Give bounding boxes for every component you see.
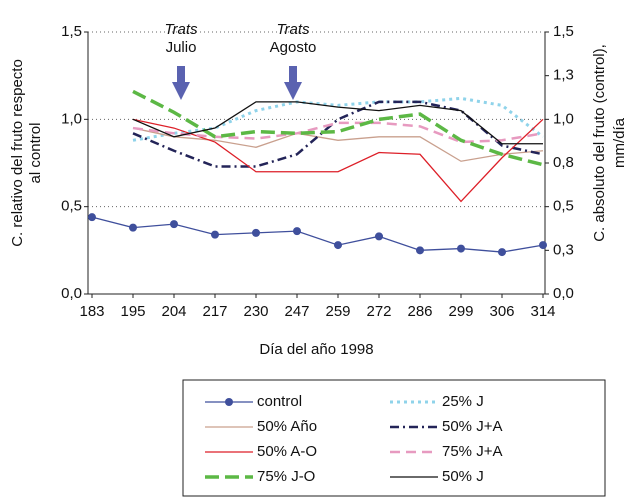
legend-label: 75% J-O xyxy=(257,468,315,485)
series-marker xyxy=(252,228,260,237)
y2-axis-title: C. absoluto del fruto (control), xyxy=(591,44,608,242)
x-axis-title: Día del año 1998 xyxy=(259,341,373,358)
x-tick-label: 247 xyxy=(284,303,309,320)
series-marker xyxy=(539,241,547,250)
y2-tick-label: 1,5 xyxy=(553,23,574,40)
y-tick-label: 1,5 xyxy=(61,23,82,40)
x-tick-label: 183 xyxy=(79,303,104,320)
y2-tick-label: 0,8 xyxy=(553,154,574,171)
legend-label: 25% J xyxy=(442,393,484,410)
series-line xyxy=(132,89,544,167)
x-tick-label: 204 xyxy=(161,303,186,320)
x-tick-label: 299 xyxy=(448,303,473,320)
series-line xyxy=(132,127,544,162)
series-marker xyxy=(498,248,506,257)
series-marker xyxy=(293,227,301,236)
x-tick-label: 230 xyxy=(243,303,268,320)
x-tick-label: 314 xyxy=(530,303,555,320)
y2-tick-label: 1,3 xyxy=(553,67,574,84)
series-marker xyxy=(211,230,219,239)
series-line xyxy=(132,118,544,203)
x-tick-label: 217 xyxy=(202,303,227,320)
series-line xyxy=(132,121,544,144)
series-marker xyxy=(170,220,178,229)
y-tick-label: 0,5 xyxy=(61,198,82,215)
series-line xyxy=(132,100,544,168)
series-marker xyxy=(88,213,96,222)
annotation: Trats xyxy=(276,21,310,38)
series-marker xyxy=(334,241,342,250)
annotation: Julio xyxy=(166,39,197,56)
series-marker xyxy=(457,244,465,253)
annotation: Agosto xyxy=(270,39,317,56)
x-tick-label: 272 xyxy=(366,303,391,320)
y2-axis-title: mm/día xyxy=(611,117,628,168)
x-tick-label: 259 xyxy=(325,303,350,320)
annotation-arrow xyxy=(284,66,302,100)
series-marker xyxy=(129,223,137,232)
y-tick-label: 1,0 xyxy=(61,110,82,127)
x-tick-label: 286 xyxy=(407,303,432,320)
annotation: Trats xyxy=(164,21,198,38)
legend-label: 50% J+A xyxy=(442,418,502,435)
legend-label: 75% J+A xyxy=(442,443,502,460)
series-line xyxy=(132,96,544,142)
legend-marker xyxy=(225,398,233,406)
y-tick-label: 0,0 xyxy=(61,285,82,302)
series-line xyxy=(132,101,543,145)
series-line xyxy=(91,216,544,253)
series-marker xyxy=(416,246,424,255)
legend-label: 50% Año xyxy=(257,418,317,435)
legend-box xyxy=(182,379,606,497)
annotation-arrow xyxy=(172,66,190,100)
x-tick-label: 306 xyxy=(489,303,514,320)
legend-label: 50% J xyxy=(442,468,484,485)
y-axis-title: C. relativo del fruto respecto xyxy=(9,59,26,247)
y-axis-title: al control xyxy=(27,123,44,184)
y2-tick-label: 1,0 xyxy=(553,110,574,127)
series-marker xyxy=(375,232,383,241)
legend-label: 50% A-O xyxy=(257,443,317,460)
y2-tick-label: 0,5 xyxy=(553,198,574,215)
y2-tick-label: 0,0 xyxy=(553,285,574,302)
y2-tick-label: 0,3 xyxy=(553,241,574,258)
legend-label: control xyxy=(257,393,302,410)
x-tick-label: 195 xyxy=(120,303,145,320)
